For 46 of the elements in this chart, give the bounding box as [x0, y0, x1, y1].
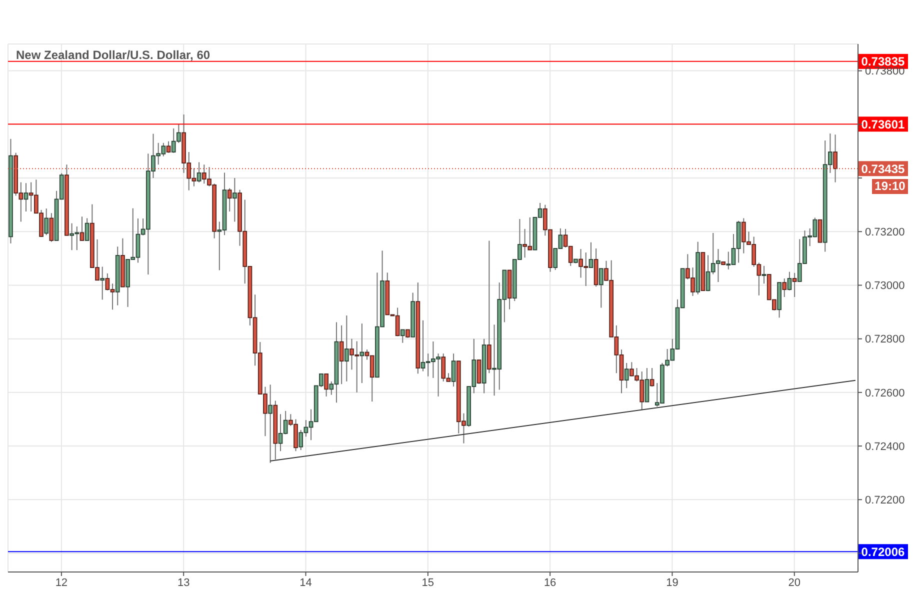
x-tick-label: 12 [55, 576, 68, 589]
candlestick [344, 315, 349, 382]
candlestick [762, 265, 766, 284]
candlestick [268, 384, 272, 464]
y-tick-label: 0.72400 [865, 440, 905, 453]
candlestick [650, 368, 654, 388]
candlestick [80, 216, 84, 241]
candlestick [451, 353, 456, 388]
candlestick [100, 266, 105, 300]
y-tick-label: 0.73000 [865, 280, 905, 292]
candlestick [166, 140, 171, 154]
x-tick-label: 20 [788, 576, 800, 589]
candlestick [49, 212, 54, 242]
x-tick-label: 14 [300, 576, 312, 589]
candlestick [598, 268, 604, 308]
candlestick [588, 242, 594, 268]
candlestick [787, 271, 792, 291]
text: 19:10 [872, 179, 908, 194]
ref-line-label: 0.73601 [861, 117, 906, 132]
chart-title: New Zealand Dollar/U.S. Dollar, 60 [16, 48, 210, 62]
y-tick-label: 0.72800 [865, 334, 905, 346]
candlestick [644, 368, 650, 402]
candlestick [324, 373, 328, 397]
candlestick [84, 218, 90, 241]
candlestick [339, 324, 344, 385]
x-tick-label: 16 [544, 576, 556, 589]
candlestick [792, 272, 797, 298]
y-tick-label: 0.72200 [865, 494, 905, 507]
candlestick [782, 278, 787, 298]
x-tick-label: 19 [666, 576, 678, 589]
candlestick [476, 359, 482, 384]
candlestick [232, 178, 237, 222]
candlestick [196, 162, 202, 183]
ref-line-label: 0.73435 [861, 162, 906, 176]
candlestick [44, 208, 49, 236]
ref-line-label: 0.72006 [861, 544, 906, 559]
candlestick [400, 329, 405, 344]
y-tick-label: 0.72600 [865, 387, 905, 400]
candlestick [624, 362, 629, 389]
candlestick [227, 188, 232, 212]
x-tick-label: 13 [177, 576, 190, 589]
candlestick [818, 219, 822, 243]
candlestick [24, 182, 28, 212]
y-tick-label: 0.73200 [865, 226, 905, 239]
candlestick [360, 323, 364, 384]
x-tick-label: 15 [422, 576, 434, 589]
